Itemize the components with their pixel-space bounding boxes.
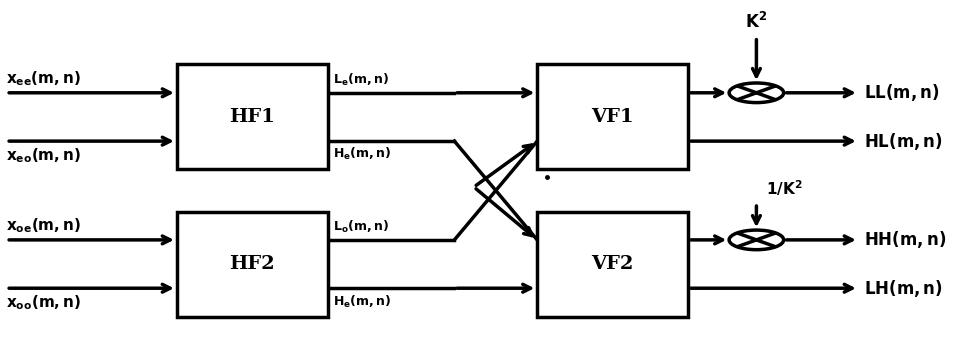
Text: $\mathbf{L_e(m,n)}$: $\mathbf{L_e(m,n)}$	[332, 71, 389, 88]
Bar	[537, 211, 688, 317]
Text: $\mathbf{x_{oe}(m,n)}$: $\mathbf{x_{oe}(m,n)}$	[6, 216, 81, 235]
Text: $\mathbf{H_e(m,n)}$: $\mathbf{H_e(m,n)}$	[332, 146, 391, 162]
Bar	[177, 65, 327, 169]
Text: $\mathbf{HH(m,n)}$: $\mathbf{HH(m,n)}$	[864, 229, 946, 250]
Text: $\mathbf{x_{eo}(m,n)}$: $\mathbf{x_{eo}(m,n)}$	[6, 146, 81, 165]
Text: VF1: VF1	[591, 108, 634, 126]
Text: $\mathbf{1/K^2}$: $\mathbf{1/K^2}$	[766, 178, 803, 198]
Bar	[537, 65, 688, 169]
Bar	[177, 211, 327, 317]
Text: $\mathbf{LH(m,n)}$: $\mathbf{LH(m,n)}$	[864, 278, 943, 299]
Text: $\mathbf{HL(m,n)}$: $\mathbf{HL(m,n)}$	[864, 131, 943, 152]
Text: HF2: HF2	[230, 255, 276, 273]
Text: $\mathbf{L_o(m,n)}$: $\mathbf{L_o(m,n)}$	[332, 219, 389, 235]
Text: $\mathbf{LL(m,n)}$: $\mathbf{LL(m,n)}$	[864, 82, 939, 103]
Text: $\mathbf{K^2}$: $\mathbf{K^2}$	[745, 11, 768, 31]
Text: $\mathbf{x_{ee}(m,n)}$: $\mathbf{x_{ee}(m,n)}$	[6, 69, 81, 88]
Text: VF2: VF2	[591, 255, 634, 273]
Text: $\mathbf{H_e(m,n)}$: $\mathbf{H_e(m,n)}$	[332, 293, 391, 310]
Text: $\mathbf{x_{oo}(m,n)}$: $\mathbf{x_{oo}(m,n)}$	[6, 293, 81, 312]
Text: HF1: HF1	[230, 108, 276, 126]
